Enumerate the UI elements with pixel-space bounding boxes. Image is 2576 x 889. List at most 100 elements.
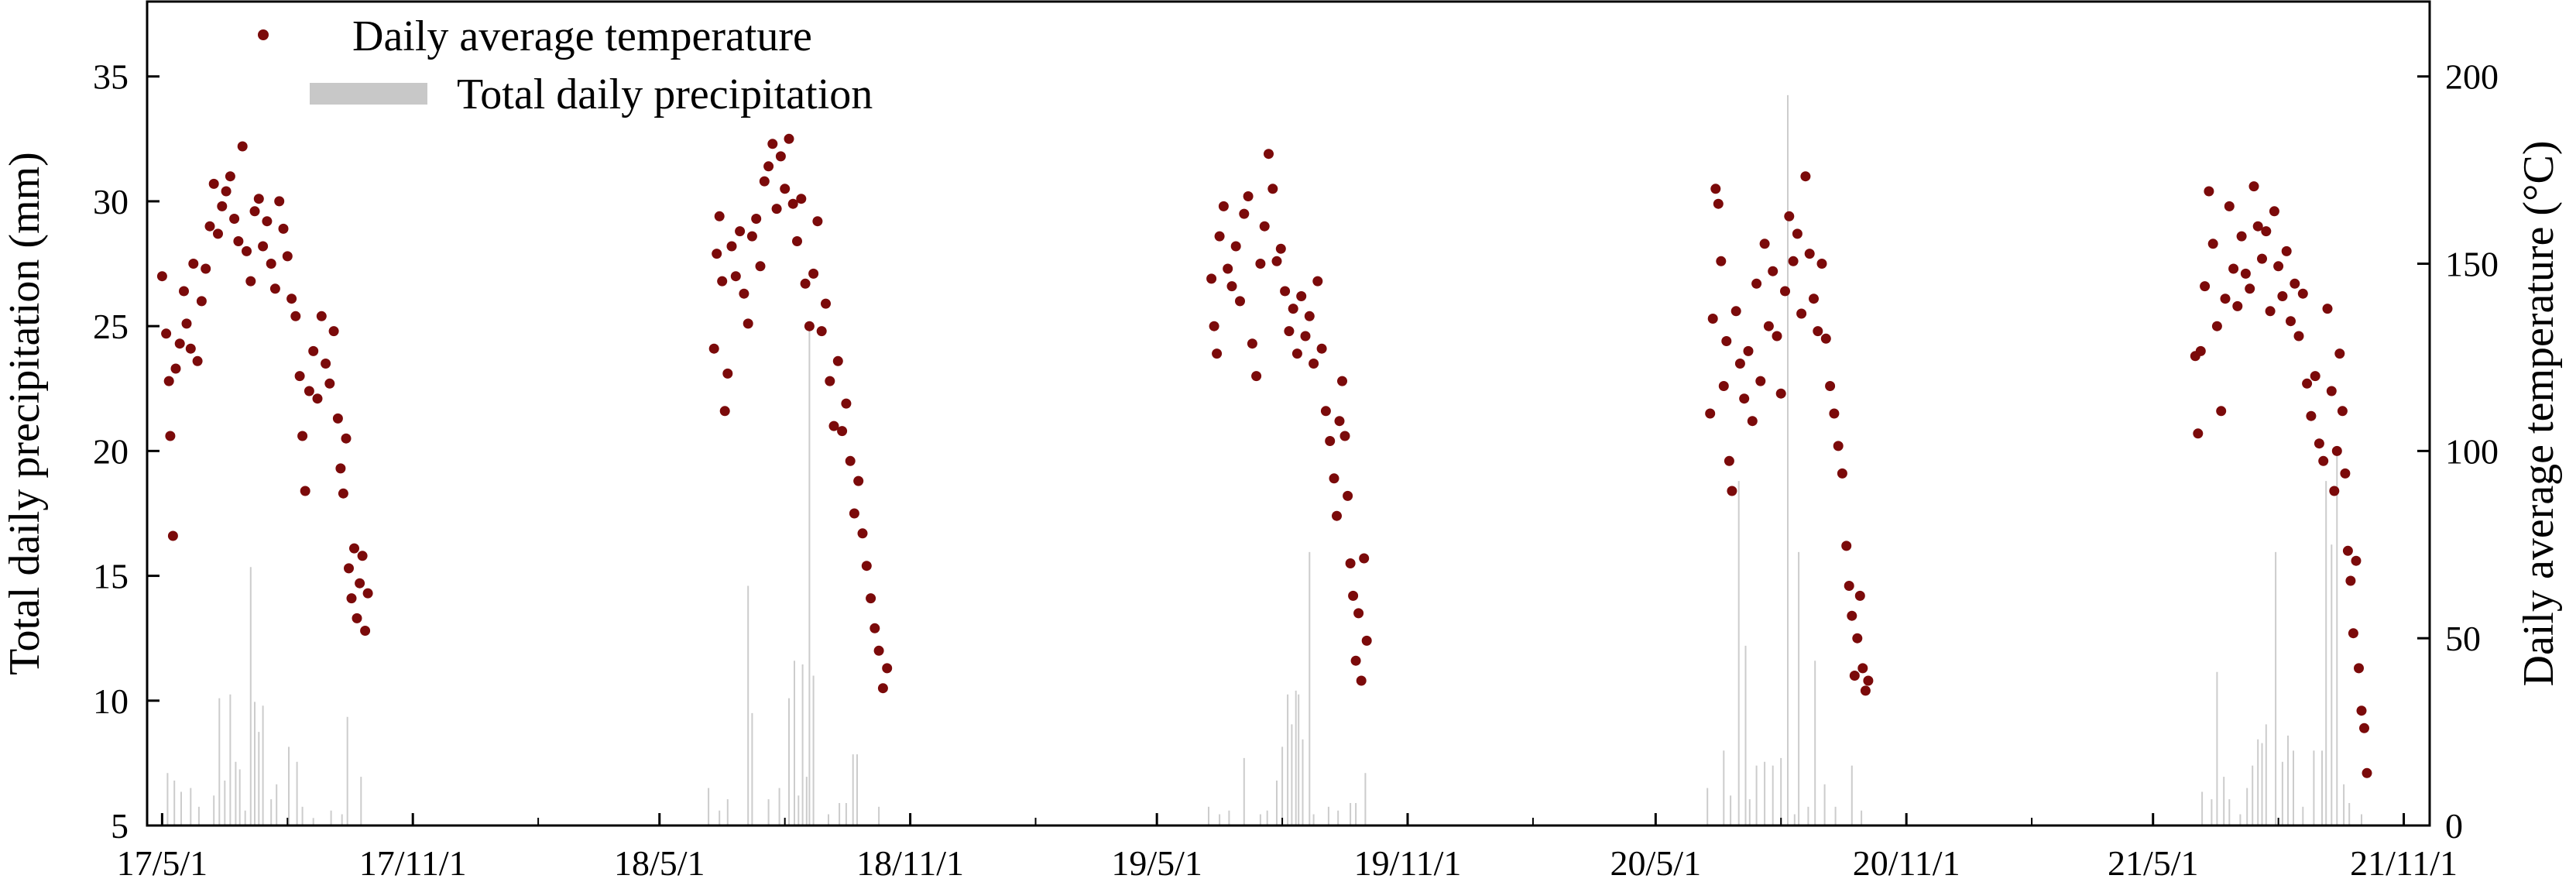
temperature-point — [866, 593, 876, 604]
temperature-point — [208, 178, 219, 189]
temperature-point — [344, 563, 354, 574]
temperature-point — [870, 623, 880, 633]
temperature-point — [352, 613, 362, 623]
legend-label-precipitation: Total daily precipitation — [457, 70, 873, 118]
temperature-point — [2257, 253, 2267, 264]
temperature-point — [278, 223, 289, 234]
temperature-point — [1705, 408, 1716, 419]
temperature-point — [1849, 671, 1860, 681]
temperature-point — [1218, 201, 1229, 211]
temperature-point — [1350, 655, 1361, 666]
temperature-point — [1768, 266, 1779, 276]
x-tick-label: 21/11/1 — [2350, 843, 2458, 883]
temperature-point — [2232, 300, 2243, 311]
temperature-point — [2193, 428, 2204, 439]
temperature-point — [1739, 393, 1750, 404]
temperature-point — [167, 530, 178, 541]
temperature-point — [233, 236, 244, 246]
temperature-point — [2269, 206, 2279, 217]
temperature-point — [1847, 610, 1857, 621]
temperature-point — [346, 593, 357, 604]
y-left-tick-label: 30 — [93, 182, 129, 221]
temperature-point — [2334, 348, 2345, 359]
temperature-point — [1734, 359, 1745, 369]
temperature-point — [1857, 663, 1868, 674]
temperature-point — [816, 326, 827, 337]
temperature-point — [2326, 386, 2337, 396]
temperature-point — [1316, 343, 1327, 354]
x-tick-label: 20/11/1 — [1853, 843, 1960, 883]
temperature-point — [1209, 321, 1219, 331]
temperature-point — [767, 139, 778, 149]
temperature-point — [1334, 416, 1345, 427]
temperature-point — [861, 561, 872, 572]
temperature-point — [332, 413, 343, 424]
temperature-point — [2220, 293, 2231, 304]
temperature-point — [804, 321, 815, 331]
temperature-point — [204, 221, 215, 232]
temperature-point — [1707, 314, 1718, 324]
temperature-point — [857, 528, 868, 539]
temperature-point — [2348, 628, 2358, 639]
temperature-point — [1280, 286, 1291, 297]
temperature-point — [1356, 675, 1367, 686]
temperature-point — [2322, 304, 2333, 314]
temperature-point — [1291, 348, 1302, 359]
temperature-point — [845, 455, 856, 466]
temperature-point — [1206, 273, 1217, 284]
y-left-tick-label: 35 — [93, 57, 129, 97]
temperature-point — [1325, 436, 1336, 446]
temperature-point — [2318, 455, 2329, 466]
temperature-point — [1775, 388, 1786, 399]
temperature-point — [1751, 278, 1762, 289]
temperature-point — [262, 216, 273, 227]
temperature-point — [751, 214, 762, 224]
legend-marker-precipitation — [310, 83, 427, 105]
temperature-point — [828, 420, 839, 431]
temperature-point — [1813, 326, 1823, 337]
temperature-point — [274, 196, 285, 207]
x-tick-label: 18/5/1 — [614, 843, 705, 883]
temperature-point — [739, 288, 749, 299]
temperature-point — [2245, 283, 2255, 294]
temperature-point — [355, 578, 365, 589]
temperature-point — [321, 359, 331, 369]
temperature-point — [1343, 490, 1353, 501]
temperature-point — [796, 194, 807, 204]
temperature-point — [1820, 333, 1831, 344]
temperature-point — [221, 186, 232, 197]
temperature-point — [1747, 416, 1758, 427]
temperature-point — [821, 298, 831, 309]
y-right-tick-label: 100 — [2445, 431, 2499, 471]
y-left-tick-label: 15 — [93, 557, 129, 596]
temperature-point — [360, 626, 371, 636]
temperature-point — [1339, 431, 1350, 441]
temperature-point — [1309, 359, 1319, 369]
temperature-point — [286, 293, 297, 304]
temperature-point — [328, 326, 339, 337]
temperature-point — [2310, 371, 2320, 382]
temperature-point — [2356, 705, 2367, 716]
temperature-point — [2248, 181, 2259, 192]
temperature-point — [1772, 331, 1782, 342]
temperature-point — [708, 343, 719, 354]
temperature-point — [1780, 286, 1790, 297]
temperature-point — [1759, 239, 1770, 249]
temperature-point — [316, 311, 327, 321]
temperature-point — [1300, 331, 1311, 342]
temperature-point — [163, 376, 174, 386]
temperature-point — [170, 363, 181, 374]
temperature-point — [237, 141, 248, 152]
temperature-point — [165, 431, 176, 441]
plot-frame — [146, 0, 2431, 827]
temperature-point — [1212, 348, 1223, 359]
temperature-point — [1359, 553, 1370, 564]
temperature-point — [1816, 259, 1827, 269]
temperature-point — [269, 283, 280, 294]
temperature-point — [242, 245, 252, 256]
temperature-point — [1784, 211, 1795, 221]
temperature-point — [1854, 590, 1865, 601]
temperature-point — [335, 463, 346, 474]
temperature-point — [853, 475, 864, 486]
temperature-point — [726, 241, 737, 252]
